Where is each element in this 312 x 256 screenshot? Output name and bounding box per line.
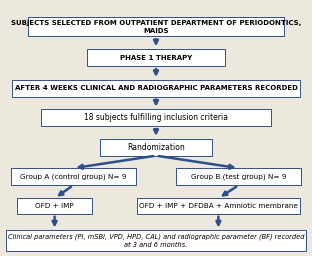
- Text: Group B (test group) N= 9: Group B (test group) N= 9: [191, 173, 286, 180]
- Text: Group A (control group) N= 9: Group A (control group) N= 9: [20, 173, 126, 180]
- FancyBboxPatch shape: [6, 230, 306, 251]
- Text: 18 subjects fulfilling inclusion criteria: 18 subjects fulfilling inclusion criteri…: [84, 113, 228, 122]
- Text: OFD + IMP: OFD + IMP: [35, 203, 74, 209]
- Text: PHASE 1 THERAPY: PHASE 1 THERAPY: [120, 55, 192, 61]
- Text: Randomization: Randomization: [127, 143, 185, 152]
- Text: AFTER 4 WEEKS CLINICAL AND RADIOGRAPHIC PARAMETERS RECORDED: AFTER 4 WEEKS CLINICAL AND RADIOGRAPHIC …: [15, 85, 297, 91]
- FancyBboxPatch shape: [137, 198, 300, 214]
- Text: SUBJECTS SELECTED FROM OUTPATIENT DEPARTMENT OF PERIODONTICS,
MAIDS: SUBJECTS SELECTED FROM OUTPATIENT DEPART…: [11, 20, 301, 34]
- FancyBboxPatch shape: [87, 49, 225, 66]
- Text: Clinical parameters (PI, mSBI, VPD, HPD, CAL) and radiographic parameter (BF) re: Clinical parameters (PI, mSBI, VPD, HPD,…: [8, 233, 304, 248]
- FancyBboxPatch shape: [17, 198, 92, 214]
- FancyBboxPatch shape: [11, 168, 136, 185]
- FancyBboxPatch shape: [28, 17, 284, 36]
- FancyBboxPatch shape: [12, 80, 300, 97]
- FancyBboxPatch shape: [100, 139, 212, 156]
- FancyBboxPatch shape: [41, 110, 271, 126]
- FancyBboxPatch shape: [176, 168, 301, 185]
- Text: OFD + IMP + DFDBA + Amniotic membrane: OFD + IMP + DFDBA + Amniotic membrane: [139, 203, 298, 209]
